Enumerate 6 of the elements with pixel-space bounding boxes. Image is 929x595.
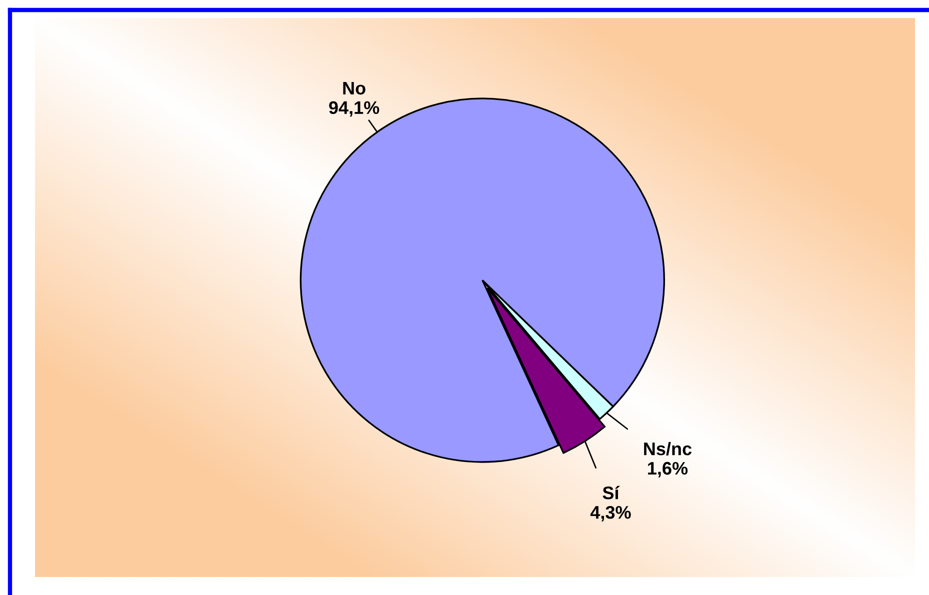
slice-label: Sí	[602, 486, 620, 500]
slice-label: Ns/nc	[644, 442, 692, 456]
data-label: 4,3%	[590, 506, 631, 522]
slice-label: No	[343, 82, 366, 95]
data-label: 94,1%	[329, 101, 380, 117]
data-label: 1,6%	[648, 462, 688, 478]
